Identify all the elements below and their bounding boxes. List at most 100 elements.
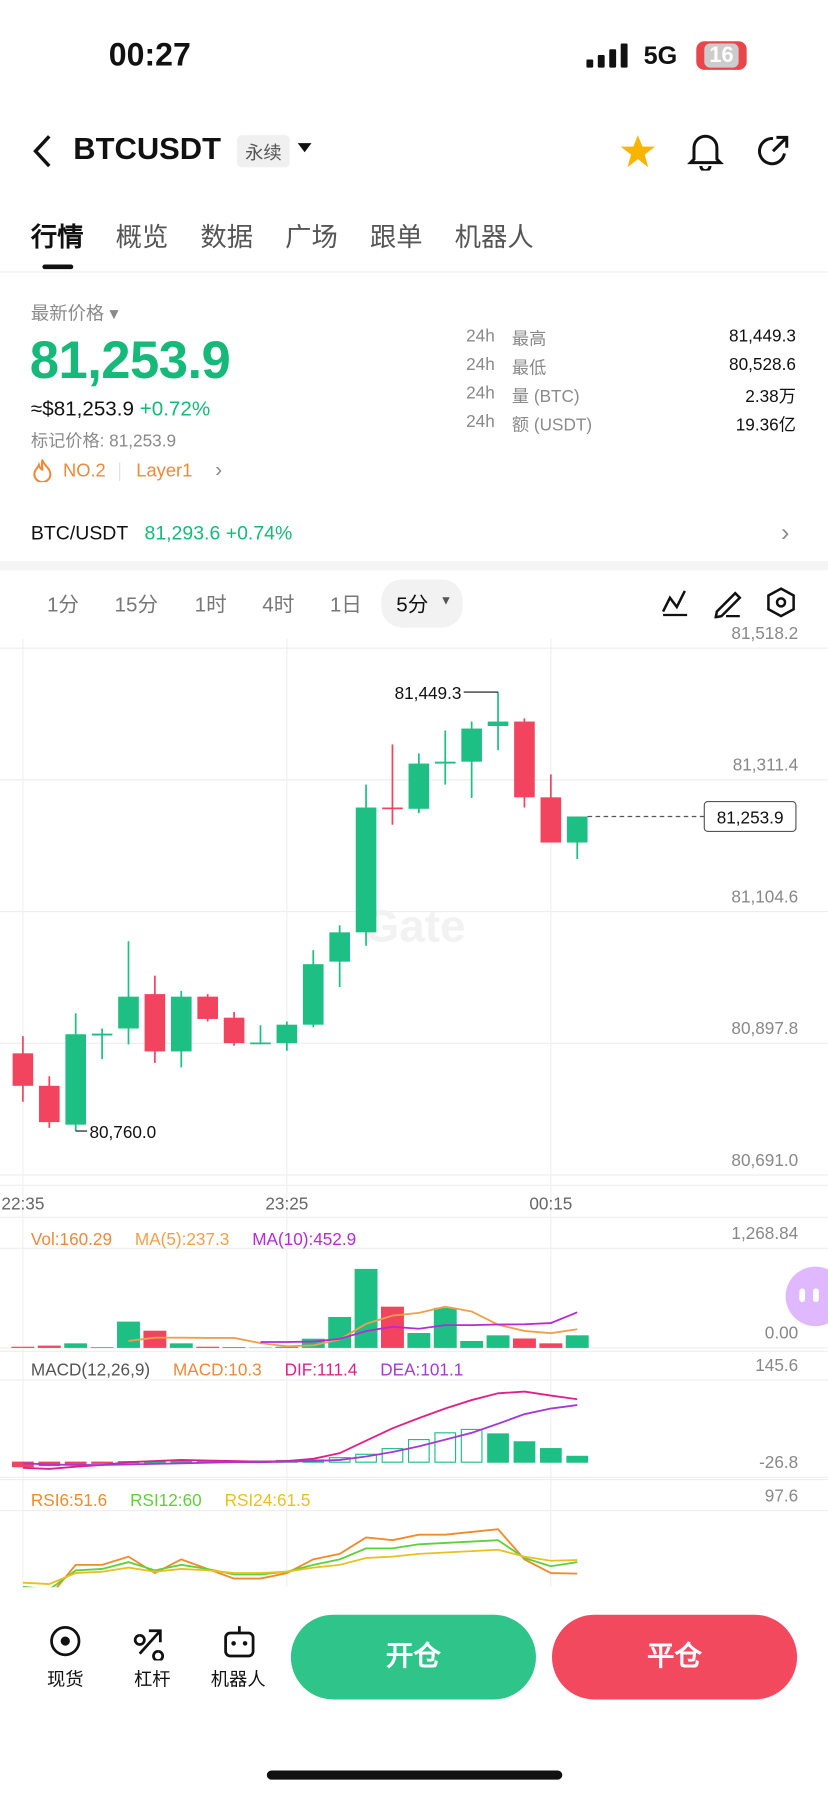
assistant-bubble[interactable] — [785, 1266, 828, 1327]
indicator-legend: Vol:160.29 — [31, 1229, 112, 1249]
share-button[interactable] — [757, 134, 791, 168]
macd-bar — [407, 1439, 430, 1463]
network: 5G — [643, 41, 678, 70]
macd-bar — [460, 1428, 483, 1463]
candle-body — [223, 1017, 245, 1044]
macd-bar — [434, 1432, 457, 1463]
tab[interactable]: 跟单 — [369, 222, 423, 252]
y-tick-label: 81,104.6 — [731, 886, 798, 906]
last-price: 81,253.9 — [29, 329, 231, 390]
interval[interactable]: 15分 — [114, 593, 159, 617]
candle-body — [461, 728, 482, 762]
section-gap — [0, 561, 828, 571]
back-button[interactable] — [30, 133, 55, 170]
indicator-legend: MACD(12,26,9) — [31, 1359, 150, 1379]
rank[interactable]: NO.2 — [62, 461, 106, 481]
interval-caret: ▼ — [439, 594, 453, 609]
interval[interactable]: 1日 — [329, 593, 362, 617]
stat-value: 81,449.3 — [729, 326, 796, 346]
stat-value: 19.36亿 — [735, 415, 796, 436]
macd-bar — [487, 1433, 509, 1463]
candle-body — [302, 964, 324, 1025]
symbol-dropdown[interactable] — [297, 142, 313, 153]
indicator-legend: MA(5):237.3 — [135, 1229, 229, 1249]
battery-level: 16 — [704, 43, 739, 68]
stat-period: 24h — [466, 383, 495, 404]
nav-bot[interactable]: 机器人 — [210, 1670, 266, 1691]
candle-body — [434, 761, 456, 764]
tab[interactable]: 数据 — [200, 222, 254, 252]
tab[interactable]: 机器人 — [454, 222, 534, 252]
tab[interactable]: 行情 — [30, 222, 84, 252]
interval[interactable]: 5分 — [381, 579, 463, 628]
candle-body — [355, 807, 377, 933]
interval[interactable]: 4时 — [262, 593, 295, 617]
interval[interactable]: 1时 — [194, 593, 227, 617]
nav-margin[interactable]: 杠杆 — [133, 1670, 171, 1691]
interval[interactable]: 1分 — [46, 593, 80, 617]
price-change: +0.72% — [139, 397, 211, 421]
watermark: Gate — [364, 900, 466, 951]
close-position-button[interactable]: 平仓 — [551, 1614, 798, 1700]
draw-tool[interactable] — [714, 591, 742, 619]
candle-body — [118, 996, 139, 1029]
tab[interactable]: 广场 — [285, 222, 338, 252]
chart-tools — [661, 587, 795, 619]
status-time: 00:27 — [108, 36, 191, 73]
spot-pair: BTC/USDT — [30, 522, 129, 544]
signal-icon — [586, 43, 628, 68]
y-tick-label: 0.00 — [765, 1323, 798, 1343]
tab[interactable]: 概览 — [115, 222, 169, 252]
battery: 16 — [696, 41, 747, 70]
stat-label: 量 (BTC) — [511, 387, 580, 407]
volume-bar — [11, 1346, 35, 1348]
candle-body — [250, 1042, 271, 1045]
alert-bell[interactable] — [687, 132, 724, 171]
favorite-star[interactable] — [620, 133, 657, 170]
settings-tool[interactable] — [767, 587, 795, 618]
separator — [119, 462, 121, 481]
macd-dif — [22, 1390, 578, 1470]
macd-bar — [539, 1448, 562, 1463]
volume-ma5 — [128, 1305, 578, 1348]
y-tick-label: 145.6 — [755, 1355, 798, 1375]
candle-body — [144, 994, 166, 1052]
spot-row[interactable]: BTC/USDT 81,293.6 +0.74% — [31, 522, 292, 545]
indicator-legend: DIF:111.4 — [285, 1359, 358, 1379]
symbol[interactable]: BTCUSDT — [73, 131, 222, 167]
indicator-tool[interactable] — [661, 590, 688, 617]
indicator-legend: DEA:101.1 — [380, 1359, 463, 1379]
candle-body — [566, 816, 588, 843]
divider — [0, 271, 828, 273]
sector[interactable]: Layer1 — [136, 461, 193, 481]
price-label[interactable]: 最新价格 ▾ — [30, 304, 119, 325]
x-tick-label: 00:15 — [529, 1193, 572, 1213]
mark-price: 标记价格: 81,253.9 — [30, 431, 177, 452]
nav-spot[interactable]: 现货 — [46, 1670, 84, 1691]
indicator-legend: RSI12:60 — [130, 1490, 202, 1510]
candle-body — [329, 932, 350, 962]
x-tick-label: 22:35 — [1, 1193, 44, 1213]
volume-bar — [460, 1340, 484, 1348]
macd-bar — [513, 1441, 536, 1463]
volume-bar — [354, 1268, 378, 1348]
y-tick-label: 1,268.84 — [731, 1223, 798, 1243]
candle-body — [170, 996, 192, 1052]
macd-bar — [381, 1448, 404, 1463]
y-tick-label: 97.6 — [765, 1485, 798, 1505]
sector-chevron: › — [215, 458, 223, 481]
home-indicator — [266, 1770, 563, 1780]
indicator-legend: MA(10):452.9 — [252, 1229, 356, 1249]
open-position-button[interactable]: 开仓 — [290, 1614, 536, 1700]
rsi-line — [22, 1548, 578, 1585]
x-tick-label: 23:25 — [265, 1193, 308, 1213]
stat-label: 最高 — [511, 329, 547, 350]
volume-bar — [539, 1343, 563, 1348]
bottom-bar: 现货 杠杆 机器人 开仓 平仓 — [0, 1587, 828, 1795]
candle-body — [197, 996, 218, 1019]
y-tick-label: -26.8 — [759, 1452, 798, 1472]
volume-bar — [275, 1346, 299, 1348]
y-tick-label: 81,311.4 — [733, 755, 799, 775]
volume-bar — [433, 1307, 457, 1348]
